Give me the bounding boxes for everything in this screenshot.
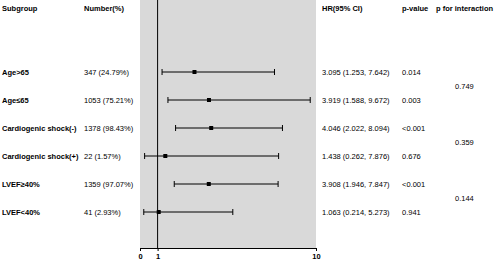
cell-p: <0.001 xyxy=(402,124,425,133)
ci-cap xyxy=(278,181,279,187)
cell-hr-label: 3.919 (1.588, 9.672) xyxy=(322,96,390,105)
hr-point xyxy=(192,70,196,74)
p-interaction: 0.359 xyxy=(455,138,474,147)
cell-p: 0.941 xyxy=(402,208,421,217)
ci-cap xyxy=(143,209,144,215)
cell-number: 1359 (97.07%) xyxy=(84,180,134,189)
column-header: HR(95% CI) xyxy=(322,4,363,13)
ci-line xyxy=(162,72,274,73)
cell-number: 1378 (98.43%) xyxy=(84,124,134,133)
ci-cap xyxy=(278,153,279,159)
cell-subgroup: LVEF≥40% xyxy=(2,180,40,189)
chart: Subgroup Number(%) HR(95% CI) p-value p for … xyxy=(0,0,500,276)
row-marks xyxy=(144,209,233,215)
ci-line xyxy=(174,184,278,185)
p-interaction: 0.144 xyxy=(455,194,474,203)
ci-line xyxy=(168,100,310,101)
hr-point xyxy=(157,210,161,214)
cell-number: 41 (2.93%) xyxy=(84,208,121,217)
tick-mark xyxy=(140,248,141,251)
marks xyxy=(144,0,310,248)
cell-subgroup: Cardiogenic shock(+) xyxy=(2,152,79,161)
cell-p: 0.014 xyxy=(402,68,421,77)
ci-cap xyxy=(274,69,275,75)
cell-number: 22 (1.57%) xyxy=(84,152,121,161)
column-header: Subgroup xyxy=(2,4,38,13)
tick: 0 xyxy=(138,248,142,261)
hr-point xyxy=(207,98,211,102)
ci-cap xyxy=(162,69,163,75)
ci-cap xyxy=(144,153,145,159)
cell-hr-label: 1.438 (0.262, 7.876) xyxy=(322,152,390,161)
cell-subgroup: Age>65 xyxy=(2,68,29,77)
tick: 10 xyxy=(312,248,320,261)
row-marks xyxy=(176,125,283,131)
plot-background xyxy=(140,0,316,248)
row-marks xyxy=(162,69,274,75)
cell-number: 347 (24.79%) xyxy=(84,68,130,77)
axis-line xyxy=(141,249,317,252)
cell-hr-label: 3.095 (1.253, 7.642) xyxy=(322,68,390,77)
tick-label: 10 xyxy=(312,252,320,261)
column-headers: Subgroup Number(%) HR(95% CI) p-value p for … xyxy=(2,4,494,13)
ci-cap xyxy=(175,125,176,131)
cell-hr-label: 1.063 (0.214, 5.273) xyxy=(322,208,390,217)
tick: 1 xyxy=(156,248,160,261)
ci-cap xyxy=(167,97,168,103)
hr-point xyxy=(207,182,211,186)
ci-cap xyxy=(174,181,175,187)
cell-p: 0.003 xyxy=(402,96,421,105)
cell-p: <0.001 xyxy=(402,180,425,189)
tick-mark xyxy=(316,248,317,251)
cell-p: 0.676 xyxy=(402,152,421,161)
row-marks xyxy=(168,97,310,103)
ci-line xyxy=(176,128,283,129)
p-interaction: 0.749 xyxy=(455,82,474,91)
row-marks xyxy=(174,181,278,187)
column-header: Number(%) xyxy=(84,4,125,13)
cell-subgroup: Cardiogenic shock(-) xyxy=(2,124,77,133)
row-marks xyxy=(145,153,279,159)
cell-hr-label: 3.908 (1.946, 7.847) xyxy=(322,180,390,189)
cell-subgroup: Age≤65 xyxy=(2,96,29,105)
row-texts: Age>65 347 (24.79%) 3.095 (1.253, 7.642) 0.… xyxy=(2,68,474,217)
tick-label: 0 xyxy=(138,252,142,261)
ci-cap xyxy=(310,97,311,103)
column-header: p-value xyxy=(402,4,428,13)
cell-subgroup: LVEF<40% xyxy=(2,208,40,217)
x-axis: 0 1 10 xyxy=(138,248,320,261)
ci-cap xyxy=(232,209,233,215)
ci-cap xyxy=(282,125,283,131)
hr-point xyxy=(209,126,213,130)
tick-mark xyxy=(158,248,159,251)
hr-point xyxy=(163,154,167,158)
cell-hr-label: 4.046 (2.022, 8.094) xyxy=(322,124,390,133)
cell-number: 1053 (75.21%) xyxy=(84,96,134,105)
tick-label: 1 xyxy=(156,252,160,261)
column-header: p for interaction xyxy=(436,4,494,13)
